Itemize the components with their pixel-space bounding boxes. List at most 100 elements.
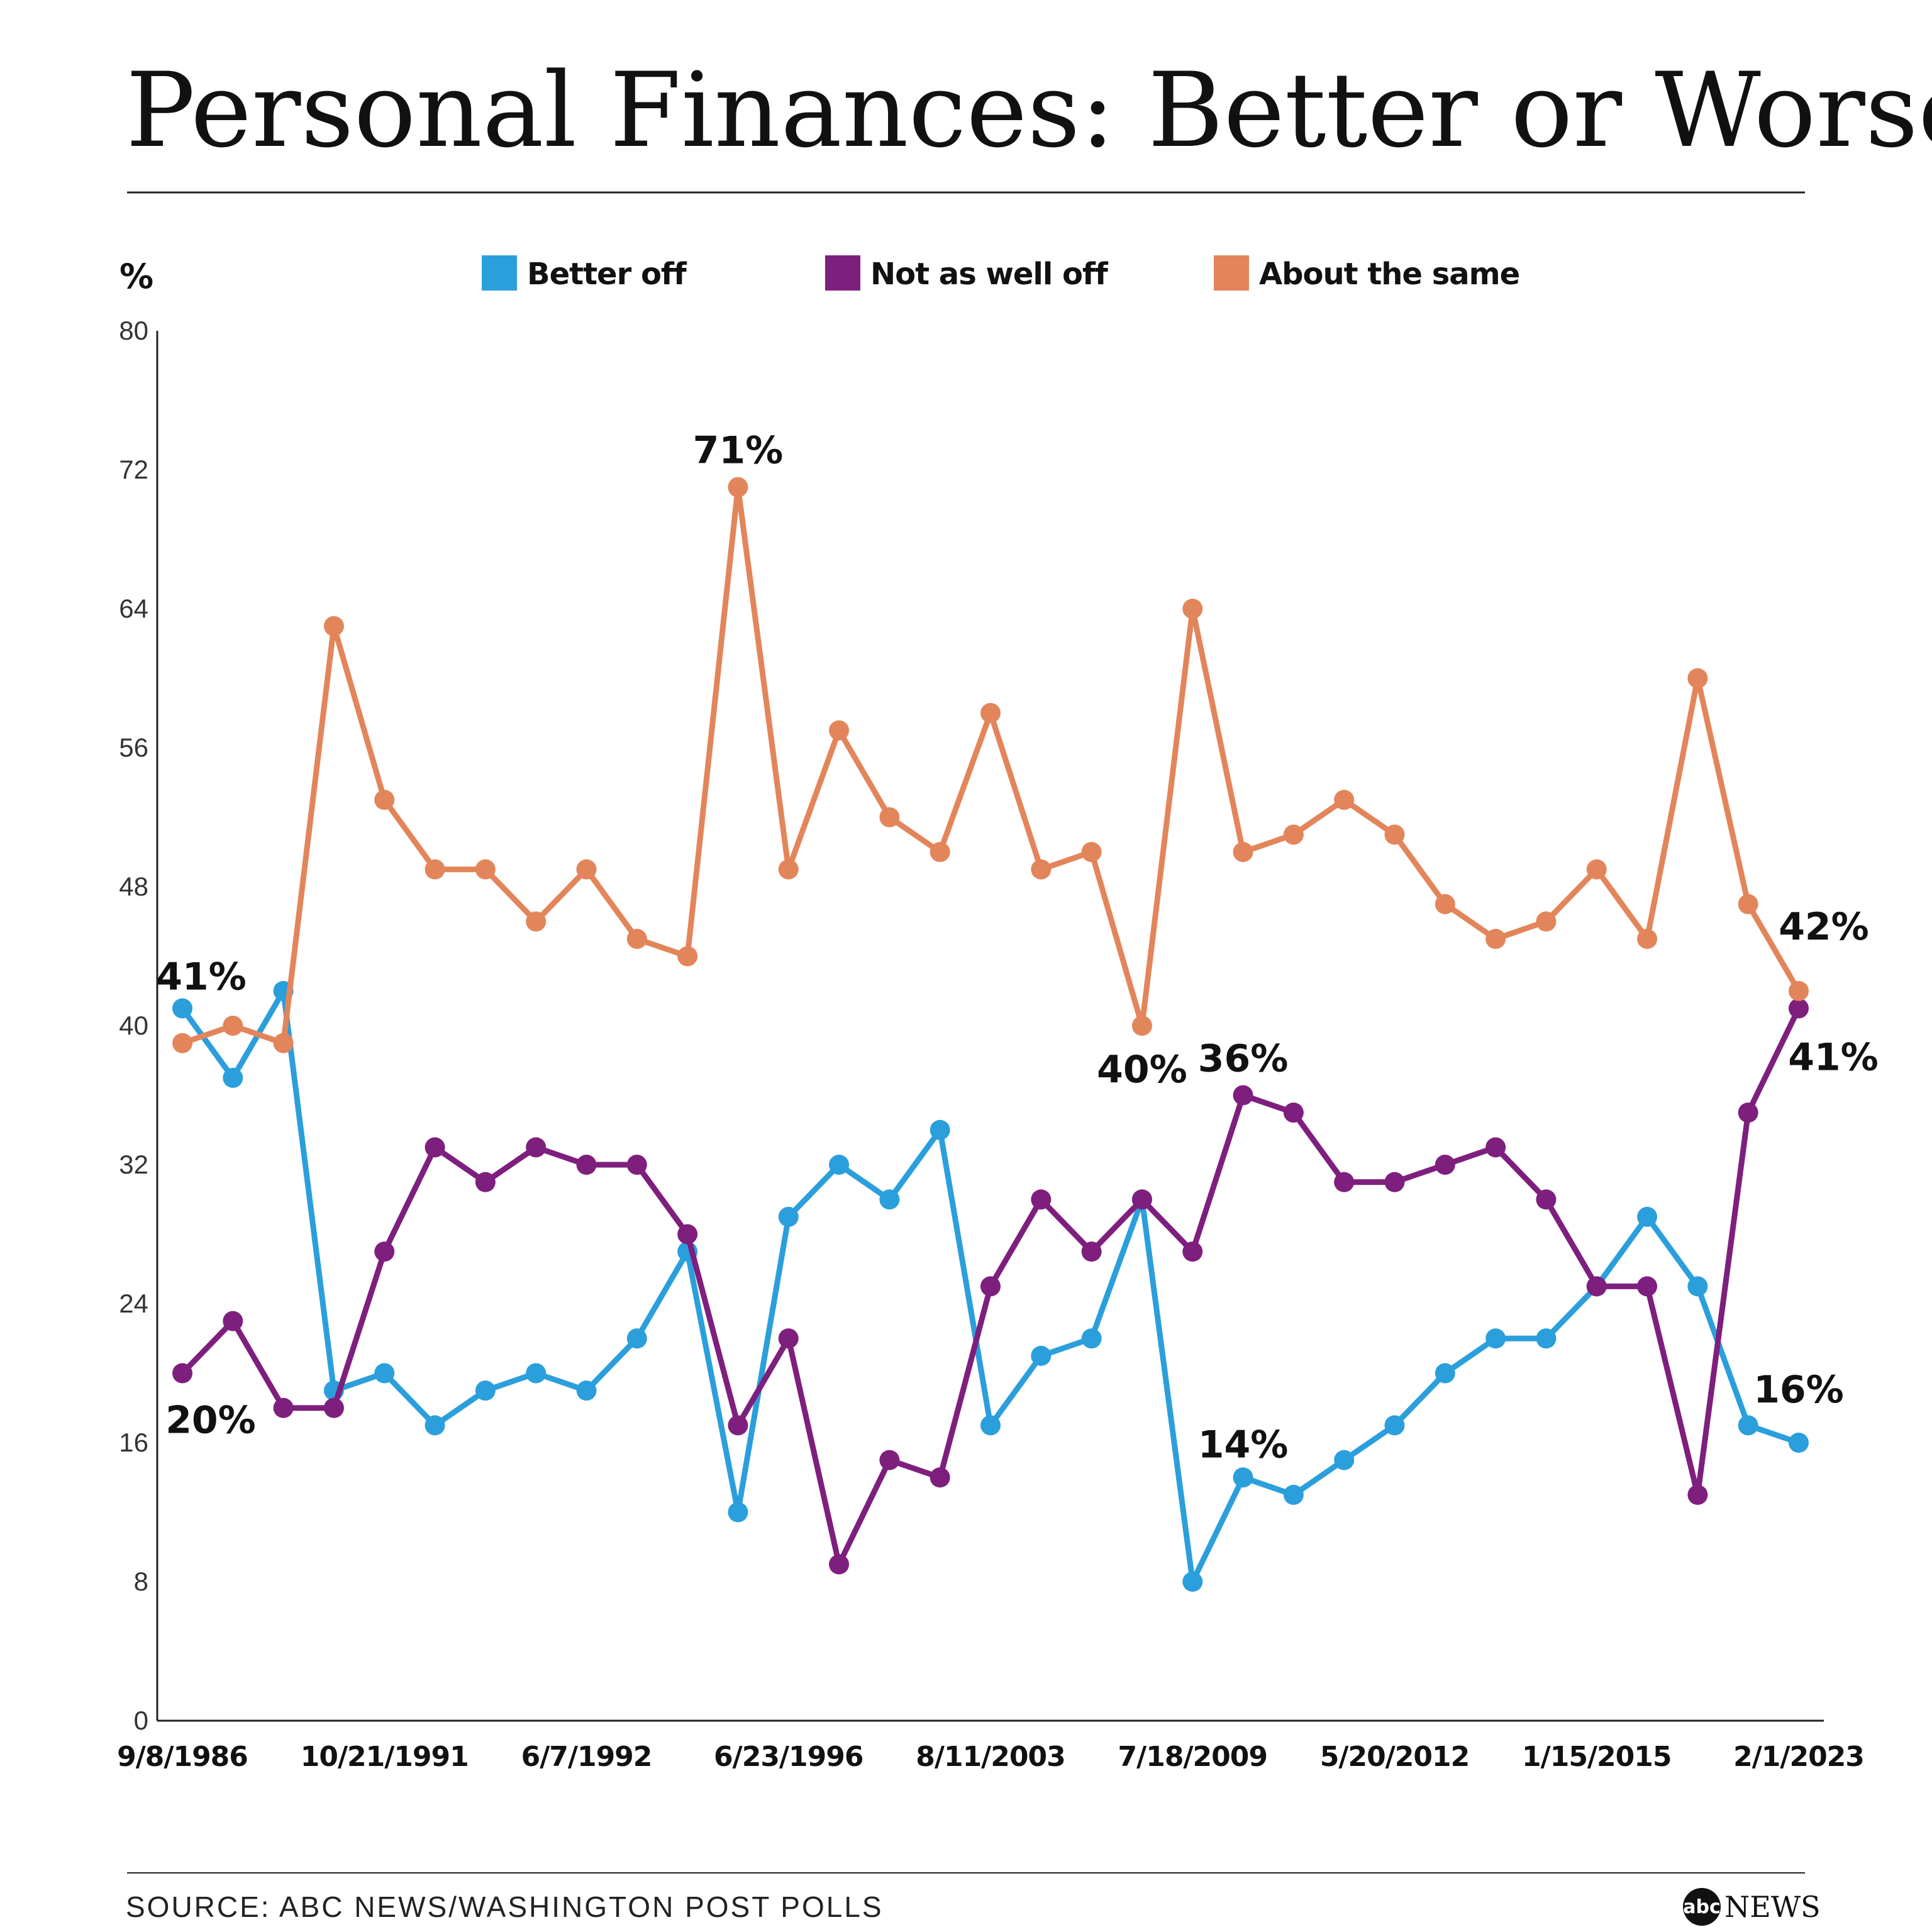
legend-swatch bbox=[482, 255, 517, 291]
data-point bbox=[1384, 1415, 1405, 1436]
data-point bbox=[1182, 1572, 1203, 1592]
data-point bbox=[1182, 1241, 1203, 1262]
data-point bbox=[1738, 1415, 1758, 1436]
data-point bbox=[576, 859, 597, 880]
y-tick-label: 8 bbox=[134, 1567, 148, 1596]
data-point bbox=[1081, 1241, 1102, 1262]
data-point bbox=[172, 1033, 192, 1053]
y-tick-label: 24 bbox=[119, 1289, 148, 1318]
data-point bbox=[172, 1363, 192, 1384]
y-tick-label: 56 bbox=[119, 733, 148, 762]
data-point bbox=[1485, 928, 1506, 949]
data-point bbox=[223, 1016, 243, 1036]
data-point bbox=[374, 1241, 395, 1262]
data-point bbox=[526, 1363, 547, 1384]
data-point bbox=[1131, 1189, 1152, 1210]
data-point bbox=[475, 859, 496, 880]
data-point bbox=[1637, 1276, 1658, 1297]
data-point bbox=[778, 1206, 799, 1227]
data-point bbox=[1182, 599, 1203, 619]
data-point bbox=[1687, 668, 1708, 689]
y-tick-label: 0 bbox=[134, 1706, 148, 1735]
data-point bbox=[677, 1224, 698, 1245]
data-point bbox=[1789, 1433, 1809, 1453]
data-point bbox=[1789, 998, 1809, 1019]
y-axis-unit: % bbox=[119, 257, 153, 296]
legend-item: Better off bbox=[482, 255, 688, 292]
data-point bbox=[1536, 911, 1557, 932]
legend-label: About the same bbox=[1259, 257, 1519, 292]
data-point bbox=[879, 1189, 900, 1210]
data-point bbox=[1687, 1276, 1708, 1297]
data-point bbox=[626, 928, 647, 949]
data-point bbox=[425, 859, 445, 880]
data-point bbox=[1687, 1484, 1708, 1505]
data-point bbox=[1789, 980, 1809, 1001]
data-point bbox=[930, 841, 950, 862]
data-point bbox=[980, 702, 1001, 723]
legend-label: Not as well off bbox=[870, 257, 1109, 292]
data-point bbox=[425, 1415, 445, 1436]
data-point bbox=[273, 1033, 294, 1053]
y-tick-label: 80 bbox=[119, 316, 148, 345]
data-point bbox=[526, 1137, 547, 1158]
y-tick-label: 40 bbox=[119, 1011, 148, 1040]
data-point bbox=[1586, 1276, 1607, 1297]
data-point bbox=[1738, 1102, 1758, 1123]
data-point bbox=[1081, 841, 1102, 862]
data-point bbox=[223, 1311, 243, 1331]
legend-swatch bbox=[825, 255, 860, 291]
data-point bbox=[223, 1067, 243, 1088]
abc-news-logo: abc NEWS bbox=[1683, 1888, 1821, 1926]
y-tick-label: 72 bbox=[119, 455, 148, 484]
series-layer bbox=[172, 477, 1809, 1592]
data-point bbox=[778, 1328, 799, 1349]
data-point bbox=[1031, 1189, 1052, 1210]
data-point bbox=[1485, 1137, 1506, 1158]
annotation-label: 14% bbox=[1198, 1423, 1289, 1467]
x-tick-label: 5/20/2012 bbox=[1320, 1741, 1469, 1773]
data-point bbox=[1233, 841, 1253, 862]
annotation-label: 16% bbox=[1753, 1368, 1844, 1412]
legend-item: About the same bbox=[1214, 255, 1520, 292]
annotation-label: 41% bbox=[156, 955, 247, 999]
x-axis-ticks: 9/8/1986 10/21/1991 6/7/1992 6/23/1996 8/11/… bbox=[117, 1741, 1865, 1773]
annotation-label: 40% bbox=[1097, 1048, 1187, 1092]
logo-text: NEWS bbox=[1724, 1890, 1821, 1924]
data-point bbox=[1435, 894, 1455, 914]
data-point bbox=[626, 1155, 647, 1175]
data-point bbox=[374, 789, 395, 810]
data-point bbox=[475, 1172, 496, 1192]
annotation-label: 71% bbox=[693, 429, 784, 473]
annotation-label: 42% bbox=[1779, 905, 1869, 949]
chart-title: Personal Finances: Better or Worse? bbox=[126, 50, 1932, 170]
data-point bbox=[1081, 1328, 1102, 1349]
data-point bbox=[576, 1155, 597, 1175]
data-point bbox=[273, 1397, 294, 1418]
data-point bbox=[980, 1276, 1001, 1297]
series-line bbox=[179, 484, 1802, 1046]
source-note: SOURCE: ABC NEWS/WASHINGTON POST POLLS bbox=[126, 1890, 884, 1923]
x-tick-label: 10/21/1991 bbox=[301, 1741, 469, 1773]
y-tick-label: 16 bbox=[119, 1428, 148, 1457]
data-point bbox=[728, 1415, 748, 1436]
annotation-label: 20% bbox=[165, 1399, 256, 1443]
data-point bbox=[879, 1450, 900, 1470]
data-point bbox=[930, 1467, 950, 1488]
data-point bbox=[1283, 824, 1304, 845]
data-point bbox=[626, 1328, 647, 1349]
data-point bbox=[172, 998, 192, 1019]
data-point bbox=[1233, 1467, 1253, 1488]
data-point bbox=[1334, 1450, 1355, 1470]
y-tick-label: 64 bbox=[119, 594, 148, 623]
data-point bbox=[1738, 894, 1758, 914]
data-point bbox=[1233, 1085, 1253, 1106]
data-point bbox=[1384, 824, 1405, 845]
data-point bbox=[677, 946, 698, 967]
x-tick-label: 9/8/1986 bbox=[117, 1741, 248, 1773]
legend-swatch bbox=[1214, 255, 1249, 291]
x-tick-label: 1/15/2015 bbox=[1522, 1741, 1671, 1773]
x-tick-label: 6/23/1996 bbox=[714, 1741, 863, 1773]
data-point bbox=[1384, 1172, 1405, 1192]
